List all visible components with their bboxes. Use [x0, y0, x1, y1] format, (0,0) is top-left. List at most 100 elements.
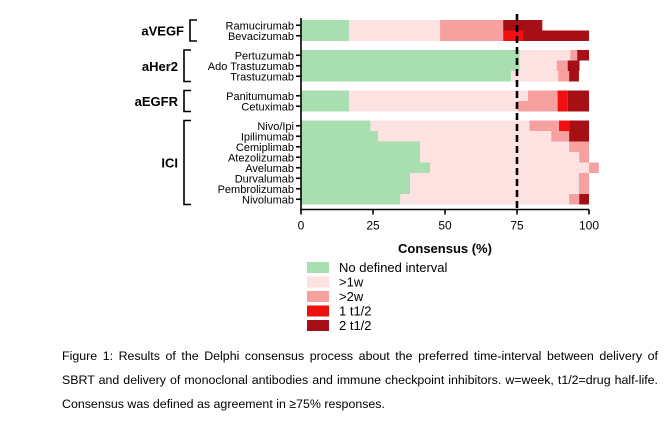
- drug-label: Cemiplimab: [236, 142, 294, 154]
- drug-label: Nivolumab: [242, 194, 294, 206]
- bar-segment: [567, 60, 580, 71]
- bar-segment: [519, 60, 557, 71]
- bar-segment: [558, 71, 570, 82]
- bar-segment: [410, 173, 579, 184]
- bar-segment: [557, 90, 568, 101]
- bar-segment: [301, 101, 350, 112]
- legend-label: No defined interval: [339, 260, 448, 275]
- drug-label: Cetuximab: [241, 101, 294, 113]
- bar-segment: [578, 183, 589, 194]
- group-bracket: [183, 119, 191, 206]
- bar-segment: [420, 141, 570, 152]
- drug-label: Trastuzumab: [230, 71, 294, 83]
- bar-segment: [551, 131, 570, 142]
- bar-segment: [410, 183, 579, 194]
- x-tick-label: 25: [366, 219, 380, 233]
- bar-segment: [430, 162, 589, 173]
- bar-segment: [569, 141, 589, 152]
- legend-swatch: [307, 291, 329, 302]
- figure-caption: Figure 1: Results of the Delphi consensu…: [62, 349, 658, 411]
- group-label: aEGFR: [135, 94, 179, 109]
- bar-segment: [567, 90, 589, 101]
- group-bracket: [189, 19, 197, 42]
- x-tick-label: 50: [438, 219, 452, 233]
- bar-segment: [503, 30, 524, 41]
- drug-label: Ipilimumab: [241, 131, 294, 143]
- bar-segment: [301, 141, 421, 152]
- legend-label: 2 t1/2: [339, 318, 372, 333]
- bar-segment: [569, 71, 579, 82]
- group-label: aHer2: [142, 59, 178, 74]
- group-bracket: [183, 89, 191, 113]
- bar-segment: [301, 71, 511, 82]
- bar-segment: [301, 20, 350, 31]
- x-axis: 0 25 50 75 100: [298, 18, 599, 233]
- legend: No defined interval>1w>2w1 t1/22 t1/2: [307, 260, 448, 333]
- bar-segment: [301, 50, 520, 61]
- bar-segment: [503, 20, 543, 31]
- bar-segment: [301, 30, 350, 41]
- bar-segment: [349, 101, 518, 112]
- bar-segment: [370, 120, 530, 131]
- bar-segment: [301, 152, 421, 163]
- bar-segment: [567, 101, 589, 112]
- legend-swatch: [307, 276, 329, 288]
- bar-segment: [510, 71, 559, 82]
- bar-segment: [301, 162, 431, 173]
- drug-label: Avelumab: [245, 163, 294, 175]
- drug-label: Bevacizumab: [228, 31, 294, 43]
- bar-segment: [440, 30, 504, 41]
- group-brackets-layer: aVEGF aHer2 aEGFR ICI: [135, 19, 197, 206]
- bar-segment: [349, 30, 441, 41]
- bar-segment: [579, 152, 589, 163]
- drug-label: Ramucirumab: [226, 20, 294, 32]
- x-axis-label: Consensus (%): [398, 241, 492, 256]
- bar-segment: [589, 162, 599, 173]
- drug-label: Atezolizumab: [228, 152, 294, 164]
- x-tick-label: 0: [298, 219, 305, 233]
- group-bracket: [183, 49, 191, 83]
- bar-segment: [301, 60, 520, 71]
- bar-segment: [556, 60, 568, 71]
- legend-swatch: [307, 262, 329, 273]
- bar-segment: [517, 101, 558, 112]
- bar-segment: [349, 90, 528, 101]
- bar-segment: [569, 131, 589, 142]
- bar-segment: [579, 194, 589, 205]
- bar-segment: [559, 120, 570, 131]
- bar-segment: [400, 194, 570, 205]
- bar-segment: [301, 173, 411, 184]
- group-label: ICI: [161, 156, 178, 171]
- x-tick-label: 100: [579, 219, 599, 233]
- bar-segment: [529, 120, 560, 131]
- drug-label: Pertuzumab: [235, 50, 294, 62]
- bar-segment: [569, 194, 580, 205]
- bar-segment: [301, 120, 371, 131]
- legend-swatch: [307, 305, 329, 317]
- x-tick-label: 75: [510, 219, 524, 233]
- bar-segment: [301, 131, 379, 142]
- legend-label: >2w: [339, 289, 364, 304]
- bar-segment: [569, 120, 589, 131]
- bar-segment: [420, 152, 580, 163]
- legend-swatch: [307, 320, 329, 331]
- group-label: aVEGF: [141, 24, 184, 39]
- bar-segment: [577, 50, 589, 61]
- bar-segment: [519, 50, 571, 61]
- bar-segment: [378, 131, 552, 142]
- bars-layer: [301, 20, 599, 205]
- bar-segment: [578, 173, 589, 184]
- drug-label: Nivo/Ipi: [257, 121, 294, 133]
- legend-label: 1 t1/2: [339, 304, 372, 319]
- drug-label: Pembrolizumab: [218, 184, 294, 196]
- bar-segment: [440, 20, 504, 31]
- drug-label: Durvalumab: [235, 173, 294, 185]
- bar-segment: [557, 101, 568, 112]
- bar-segment: [301, 194, 401, 205]
- bar-segment: [527, 90, 558, 101]
- legend-label: >1w: [339, 275, 364, 290]
- bar-segment: [523, 30, 589, 41]
- bar-segment: [301, 183, 411, 194]
